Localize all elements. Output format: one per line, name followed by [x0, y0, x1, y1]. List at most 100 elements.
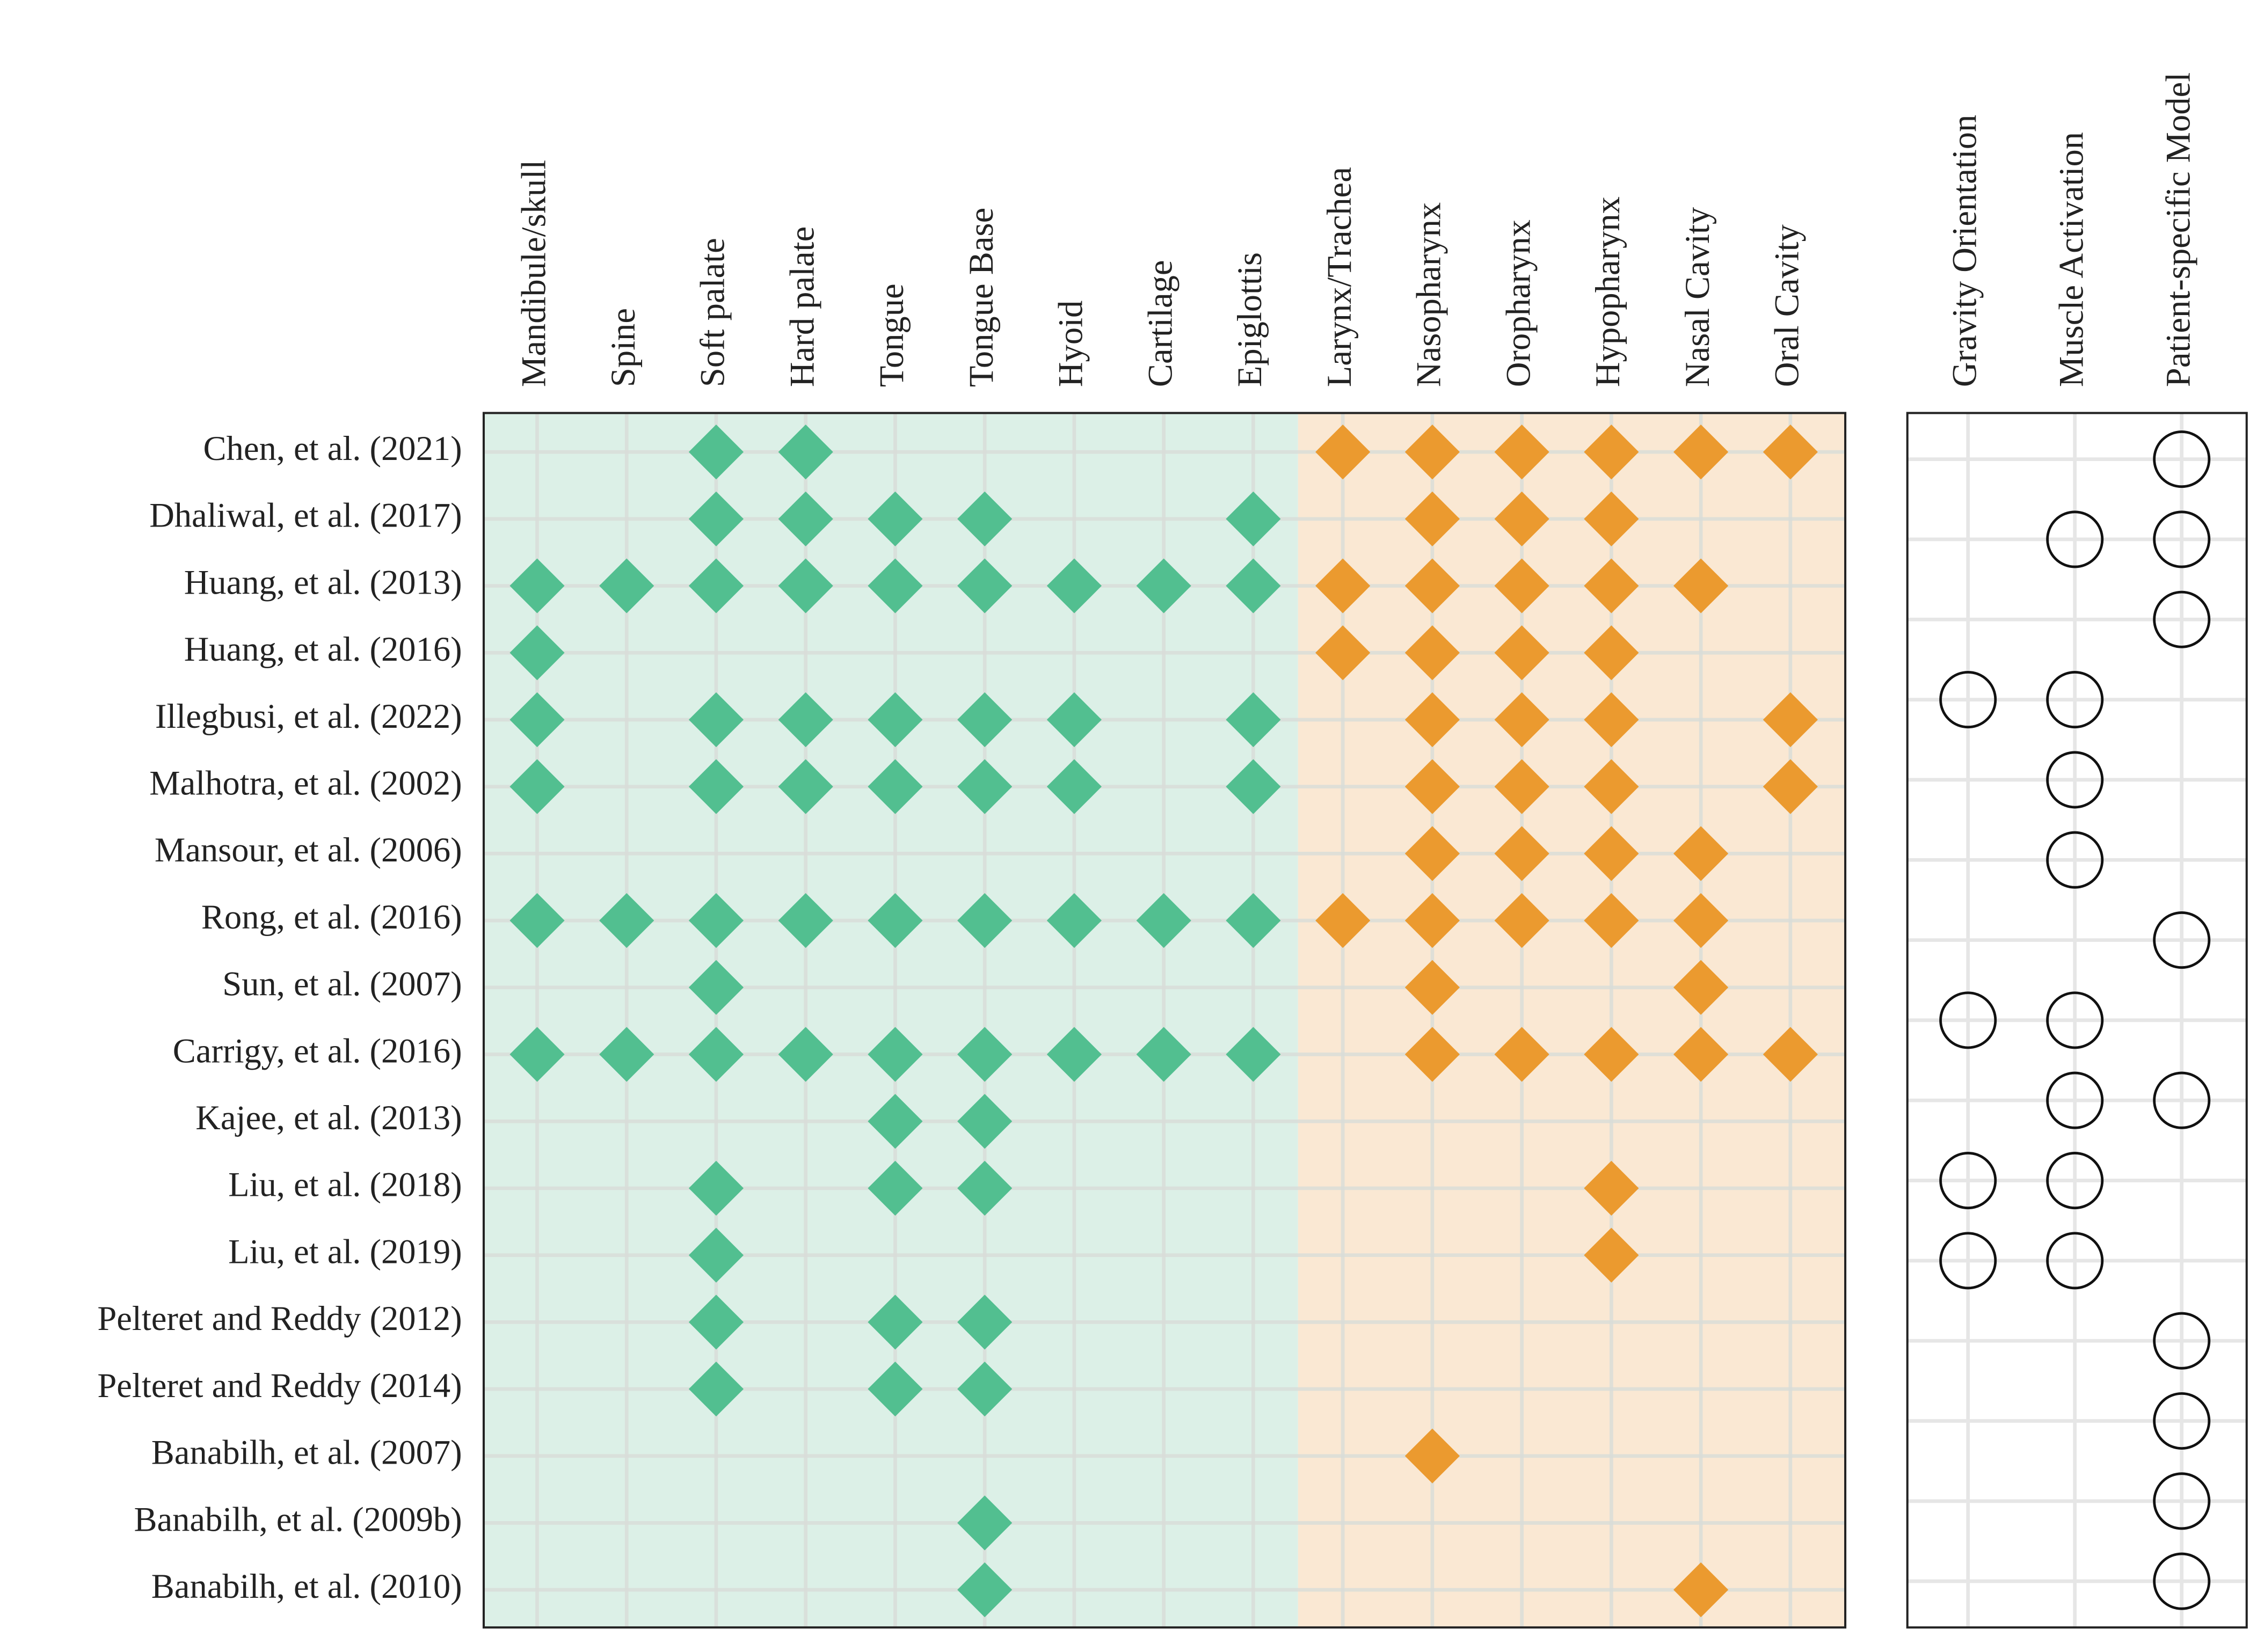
circle-marker	[2046, 671, 2104, 729]
row-label: Pelteret and Reddy (2012)	[97, 1299, 462, 1338]
diamond-marker	[1584, 692, 1639, 748]
column-label: Epiglottis	[1230, 252, 1269, 387]
diamond-marker	[778, 491, 833, 546]
diamond-marker	[1673, 826, 1729, 881]
diamond-marker	[1584, 759, 1639, 814]
circle-marker	[2046, 1071, 2104, 1129]
diamond-marker	[1404, 491, 1460, 546]
diamond-marker	[1584, 826, 1639, 881]
diamond-marker	[1494, 826, 1549, 881]
diamond-marker	[1673, 1562, 1729, 1618]
row-label: Dhaliwal, et al. (2017)	[149, 496, 462, 535]
diamond-marker	[1315, 893, 1371, 948]
column-label: Mandibule/skull	[514, 160, 552, 387]
diamond-marker	[1226, 759, 1281, 814]
column-label: Muscle Activation	[2052, 132, 2091, 387]
diamond-marker	[868, 692, 923, 748]
row-label: Malhotra, et al. (2002)	[149, 763, 462, 802]
diamond-marker	[688, 1227, 744, 1283]
row-label: Chen, et al. (2021)	[203, 429, 462, 468]
diamond-marker	[1404, 759, 1460, 814]
diamond-marker	[1584, 1160, 1639, 1216]
diamond-marker	[957, 1562, 1013, 1618]
diamond-marker	[1494, 491, 1549, 546]
diamond-marker	[1584, 1027, 1639, 1082]
diamond-marker	[1226, 1027, 1281, 1082]
row-label: Huang, et al. (2013)	[184, 562, 462, 602]
diamond-marker	[868, 1027, 923, 1082]
column-label: Hypopharynx	[1588, 196, 1627, 387]
diamond-marker	[599, 1027, 654, 1082]
diamond-marker	[1226, 558, 1281, 613]
diamond-marker	[957, 1160, 1013, 1216]
diamond-marker	[1584, 425, 1639, 480]
circle-marker	[2046, 1232, 2104, 1290]
diamond-marker	[1673, 893, 1729, 948]
diamond-marker	[1226, 491, 1281, 546]
diamond-marker	[1404, 692, 1460, 748]
diamond-marker	[1763, 692, 1818, 748]
row-label: Kajee, et al. (2013)	[195, 1098, 462, 1137]
row-label: Banabilh, et al. (2007)	[151, 1433, 462, 1472]
column-label: Oral Cavity	[1767, 224, 1806, 387]
row-label: Banabilh, et al. (2009b)	[134, 1500, 462, 1539]
diamond-marker	[1673, 1027, 1729, 1082]
circle-marker	[1939, 671, 1997, 729]
diamond-marker	[1673, 425, 1729, 480]
diamond-marker	[868, 759, 923, 814]
diamond-marker	[1584, 491, 1639, 546]
diamond-marker	[1763, 759, 1818, 814]
column-label: Cartilage	[1140, 260, 1179, 387]
diamond-marker	[1404, 558, 1460, 613]
diamond-marker	[1494, 893, 1549, 948]
diamond-marker	[1494, 625, 1549, 681]
column-label: Larynx/Trachea	[1320, 167, 1358, 387]
diamond-marker	[509, 893, 565, 948]
diamond-marker	[599, 893, 654, 948]
diamond-marker	[868, 1094, 923, 1149]
row-label: Sun, et al. (2007)	[222, 964, 462, 1004]
row-label: Pelteret and Reddy (2014)	[97, 1366, 462, 1405]
diamond-marker	[957, 1094, 1013, 1149]
panel-frame	[1906, 412, 2248, 1629]
diamond-marker	[957, 759, 1013, 814]
diamond-marker	[688, 893, 744, 948]
diamond-marker	[778, 692, 833, 748]
diamond-marker	[868, 491, 923, 546]
diamond-marker	[688, 692, 744, 748]
circle-marker	[2046, 831, 2104, 889]
diamond-marker	[1046, 893, 1102, 948]
column-label: Nasal Cavity	[1678, 207, 1716, 387]
column-label: Oropharynx	[1498, 220, 1537, 387]
diamond-marker	[688, 425, 744, 480]
circle-marker	[2153, 590, 2211, 648]
diamond-marker	[509, 759, 565, 814]
diamond-marker	[1584, 893, 1639, 948]
diamond-marker	[1046, 1027, 1102, 1082]
circle-marker	[2153, 510, 2211, 568]
circle-marker	[2153, 1312, 2211, 1370]
diamond-marker	[509, 625, 565, 681]
group-background	[1298, 413, 1846, 1628]
diamond-marker	[1315, 625, 1371, 681]
diamond-marker	[688, 1160, 744, 1216]
diamond-marker	[778, 425, 833, 480]
circle-marker	[2153, 1071, 2211, 1129]
column-label: Soft palate	[693, 238, 732, 387]
circle-marker	[2046, 751, 2104, 809]
circle-marker	[2153, 1552, 2211, 1610]
diamond-marker	[688, 1027, 744, 1082]
diamond-marker	[957, 1495, 1013, 1551]
diamond-marker	[1584, 625, 1639, 681]
labels: Chen, et al. (2021) Dhaliwal, et al. (201…	[97, 72, 2197, 1606]
diamond-marker	[957, 893, 1013, 948]
diamond-marker	[1226, 893, 1281, 948]
diamond-marker	[1494, 1027, 1549, 1082]
circle-marker	[2046, 991, 2104, 1049]
diamond-marker	[957, 491, 1013, 546]
column-label: Patient-specific Model	[2159, 72, 2197, 387]
circle-marker	[2153, 1392, 2211, 1450]
diamond-marker	[1494, 759, 1549, 814]
circle-marker	[2046, 1151, 2104, 1210]
